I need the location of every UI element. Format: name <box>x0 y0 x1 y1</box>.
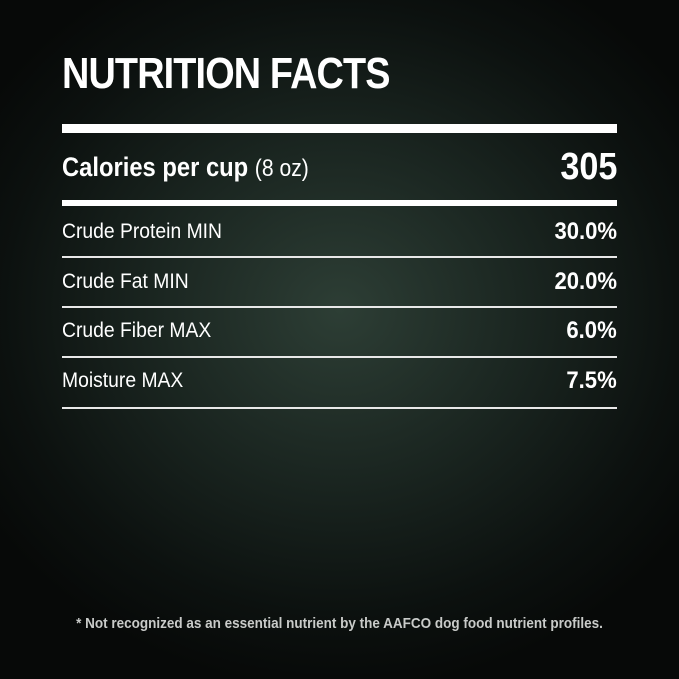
calories-label: Calories per cup <box>62 151 249 182</box>
nutrient-value: 30.0% <box>554 218 617 245</box>
nutrient-label: Crude Fat MIN <box>62 270 189 293</box>
calories-value: 305 <box>559 145 617 188</box>
nutrient-row: Moisture MAX 7.5% <box>62 366 617 396</box>
nutrient-value: 7.5% <box>566 367 617 394</box>
footnote: * Not recognized as an essential nutrien… <box>76 615 603 632</box>
nutrient-row: Crude Fiber MAX 6.0% <box>62 316 617 346</box>
nutrient-label: Crude Fiber MAX <box>62 319 212 342</box>
calories-row: Calories per cup (8 oz) 305 <box>62 145 617 189</box>
nutrient-value: 6.0% <box>566 317 617 344</box>
nutrient-row: Crude Protein MIN 30.0% <box>62 217 617 247</box>
divider <box>62 407 617 409</box>
divider <box>62 306 617 308</box>
divider <box>62 256 617 258</box>
divider-thick <box>62 124 617 133</box>
calories-unit: (8 oz) <box>254 154 309 182</box>
page-title: NUTRITION FACTS <box>62 49 391 98</box>
nutrient-label: Crude Protein MIN <box>62 220 222 243</box>
divider-medium <box>62 200 617 206</box>
divider <box>62 356 617 358</box>
nutrient-value: 20.0% <box>554 268 617 295</box>
nutrient-row: Crude Fat MIN 20.0% <box>62 267 617 297</box>
nutrient-label: Moisture MAX <box>62 369 184 392</box>
